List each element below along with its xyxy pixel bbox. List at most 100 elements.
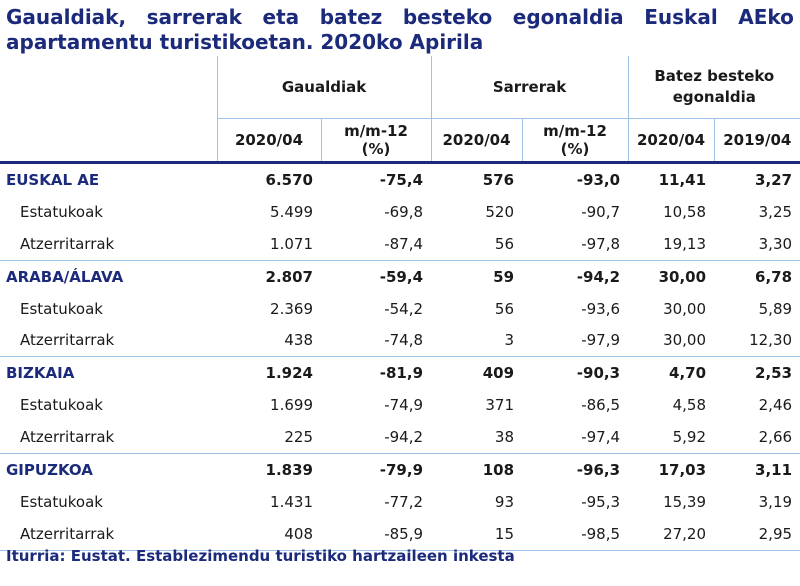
- table-cell: -96,3: [522, 453, 629, 486]
- table-cell: 1.839: [217, 453, 321, 486]
- table-cell: 11,41: [628, 161, 715, 196]
- table-row: EUSKAL AE 6.570 -75,4 576 -93,0 11,41 3,27: [0, 161, 800, 196]
- title-word: batez: [319, 5, 383, 29]
- table-cell: 1.071: [270, 234, 313, 253]
- table-cell: 17,03: [628, 453, 715, 486]
- table-cell: -90,7: [581, 202, 621, 221]
- table-cell: -74,9: [384, 396, 424, 415]
- table-cell: -75,4: [321, 161, 432, 196]
- group-header-egonaldia: Batez besteko egonaldia: [627, 56, 800, 119]
- title-word: Euskal: [644, 5, 718, 29]
- table-cell: 4,58: [672, 396, 707, 415]
- table-row: Atzerritarrak 225 -94,2 38 -97,4 5,92 2,66: [0, 421, 800, 453]
- data-table-container: Gaualdiak Sarrerak Batez besteko egonald…: [0, 56, 800, 551]
- table-cell: 19,13: [663, 234, 707, 253]
- table-cell: -93,6: [581, 299, 621, 318]
- table-cell: 2.807: [217, 259, 321, 293]
- row-label: Atzerritarrak: [0, 517, 217, 551]
- title-word: besteko: [402, 5, 493, 29]
- group-header-sarrerak: Sarrerak: [430, 56, 629, 119]
- row-label: ARABA/ÁLAVA: [0, 259, 217, 293]
- table-row: ARABA/ÁLAVA 2.807 -59,4 59 -94,2 30,00 6,78: [0, 259, 800, 293]
- table-cell: 93: [494, 492, 515, 511]
- row-label: Estatukoak: [20, 202, 103, 221]
- table-cell: -86,5: [581, 396, 621, 415]
- table-cell: -94,2: [384, 428, 424, 447]
- table-cell: 15: [431, 517, 523, 551]
- table-row: Atzerritarrak 408 -85,9 15 -98,5 27,20 2,95: [0, 517, 800, 551]
- table-cell: 56: [494, 299, 515, 318]
- table-row: GIPUZKOA 1.839 -79,9 108 -96,3 17,03 3,11: [0, 453, 800, 486]
- subheader: 2020/04: [430, 118, 523, 164]
- table-cell: 225: [284, 428, 313, 447]
- table-body: EUSKAL AE 6.570 -75,4 576 -93,0 11,41 3,27 Esta…: [0, 161, 800, 551]
- table-row: BIZKAIA 1.924 -81,9 409 -90,3 4,70 2,53: [0, 356, 800, 390]
- table-cell: -98,5: [522, 517, 629, 551]
- table-cell: 3: [504, 331, 515, 350]
- table-cell: -79,9: [321, 453, 432, 486]
- corner-header: [0, 56, 217, 119]
- table-cell: 108: [431, 453, 523, 486]
- table-cell: 2.369: [270, 299, 313, 318]
- source-note: Iturria: Eustat. Establezimendu turistik…: [6, 547, 515, 565]
- table-cell: 3,19: [758, 492, 793, 511]
- table-cell: 15,39: [663, 492, 707, 511]
- title-line-1: Gaualdiak, sarrerak eta batez besteko egonald…: [6, 5, 794, 30]
- row-label: GIPUZKOA: [0, 453, 217, 486]
- table-cell: -59,4: [321, 259, 432, 293]
- table-cell: 10,58: [663, 202, 707, 221]
- subheader: 2019/04: [713, 118, 800, 164]
- table-cell: -93,0: [522, 161, 629, 196]
- table-cell: 27,20: [628, 517, 715, 551]
- table-cell: 3,27: [714, 161, 800, 196]
- table-cell: 3,30: [758, 234, 793, 253]
- table-cell: 371: [485, 396, 515, 415]
- subheader: 2020/04: [627, 118, 715, 164]
- title-word: egonaldia: [512, 5, 624, 29]
- row-label: Atzerritarrak: [20, 428, 115, 447]
- table-cell: -85,9: [321, 517, 432, 551]
- table-cell: -81,9: [321, 356, 432, 390]
- title-word: AEko: [738, 5, 794, 29]
- table-cell: -94,2: [522, 259, 629, 293]
- table-cell: 5,89: [758, 299, 793, 318]
- table-cell: -97,4: [581, 428, 621, 447]
- title-word: sarrerak: [146, 5, 242, 29]
- row-label: Atzerritarrak: [20, 234, 115, 253]
- corner-header-2: [0, 118, 217, 164]
- table-cell: 12,30: [749, 331, 793, 350]
- row-label: Atzerritarrak: [20, 331, 115, 350]
- group-header-gaualdiak: Gaualdiak: [216, 56, 432, 119]
- table-cell: 56: [494, 234, 515, 253]
- row-label: EUSKAL AE: [0, 161, 217, 196]
- table-cell: 520: [485, 202, 515, 221]
- table-cell: -97,9: [581, 331, 621, 350]
- table-cell: 4,70: [628, 356, 715, 390]
- table-cell: 3,11: [714, 453, 800, 486]
- row-label: Estatukoak: [20, 299, 103, 318]
- table-row: Atzerritarrak 1.071 -87,4 56 -97,8 19,13 3,30: [0, 228, 800, 260]
- page-title: Gaualdiak, sarrerak eta batez besteko egonald…: [6, 5, 794, 55]
- table-cell: 2,53: [714, 356, 800, 390]
- table-cell: 30,00: [628, 259, 715, 293]
- row-label: BIZKAIA: [0, 356, 217, 390]
- table-cell: 5.499: [270, 202, 313, 221]
- subheader: 2020/04: [216, 118, 321, 164]
- table-cell: 2,46: [758, 396, 793, 415]
- data-table: Gaualdiak Sarrerak Batez besteko egonald…: [0, 56, 800, 551]
- table-cell: 30,00: [663, 299, 707, 318]
- table-row: Estatukoak 2.369 -54,2 56 -93,6 30,00 5,89: [0, 293, 800, 325]
- subheader: m/m-12 (%): [320, 118, 432, 164]
- table-cell: -74,8: [384, 331, 424, 350]
- title-word: Gaualdiak,: [6, 5, 127, 29]
- table-cell: -54,2: [384, 299, 424, 318]
- table-cell: 6.570: [217, 161, 321, 196]
- table-cell: 5,92: [672, 428, 707, 447]
- subheader: m/m-12 (%): [521, 118, 629, 164]
- table-row: Estatukoak 1.431 -77,2 93 -95,3 15,39 3,19: [0, 486, 800, 518]
- table-cell: 6,78: [714, 259, 800, 293]
- table-cell: 438: [284, 331, 313, 350]
- table-cell: 1.924: [217, 356, 321, 390]
- table-cell: -90,3: [522, 356, 629, 390]
- row-label: Estatukoak: [20, 396, 103, 415]
